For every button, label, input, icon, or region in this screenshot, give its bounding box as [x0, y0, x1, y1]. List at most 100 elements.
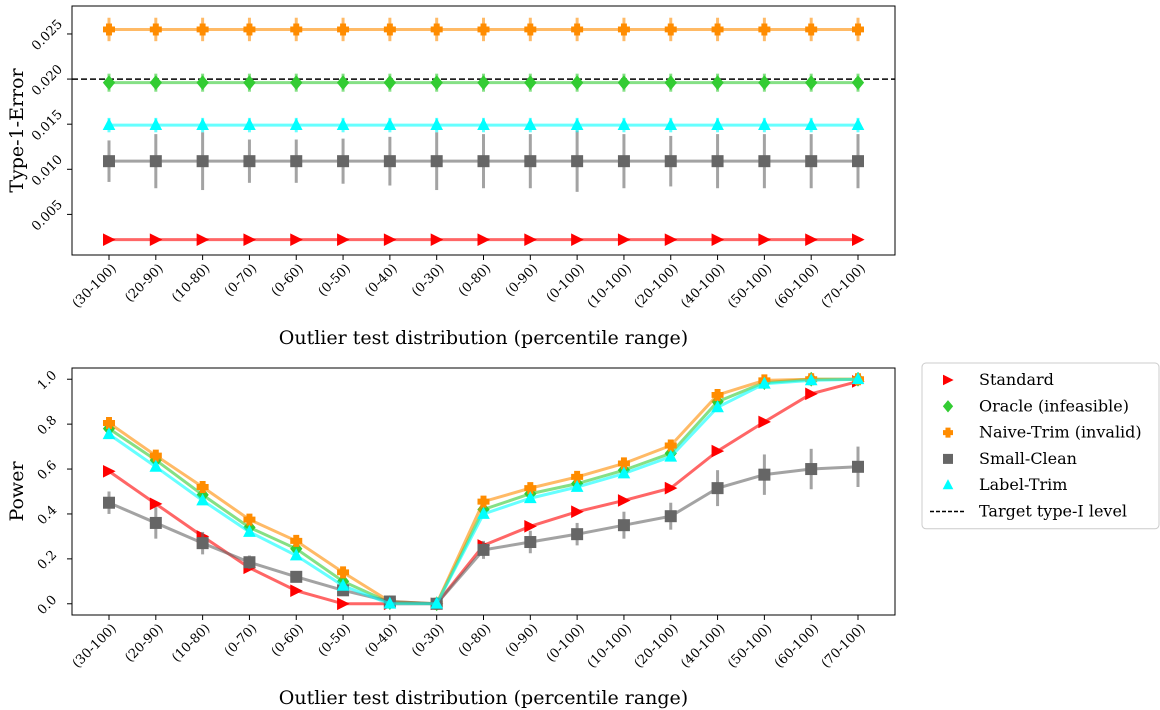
marker [103, 496, 115, 509]
marker [524, 536, 537, 549]
marker [196, 233, 210, 246]
legend-label: Label-Trim [979, 475, 1067, 494]
y-tick-label: 0.010 [29, 152, 66, 189]
marker [852, 23, 864, 36]
legend-label: Small-Clean [979, 449, 1077, 468]
marker [196, 493, 209, 506]
marker [149, 497, 163, 511]
y-axis-label: Type-1-Error [6, 67, 28, 192]
marker [523, 491, 537, 504]
marker [477, 23, 490, 36]
marker [524, 482, 537, 495]
x-axis-label: Outlier test distribution (percentile ra… [279, 687, 688, 709]
x-tick-label: (50-100) [725, 261, 775, 311]
marker [805, 75, 818, 91]
legend-label: Naive-Trim (invalid) [979, 423, 1142, 442]
marker [852, 460, 864, 473]
x-tick-label: (60-100) [772, 621, 822, 671]
marker [243, 233, 257, 246]
marker [942, 400, 954, 413]
x-tick-label: (30-100) [70, 261, 120, 311]
marker [617, 75, 631, 91]
marker [243, 524, 256, 537]
marker [524, 155, 537, 168]
y-tick-label: 0.0 [35, 593, 60, 618]
marker [243, 75, 256, 91]
marker [851, 372, 865, 385]
marker [524, 519, 537, 533]
marker [570, 479, 584, 492]
marker [477, 506, 490, 519]
marker [804, 373, 818, 386]
marker [851, 117, 865, 130]
marker [851, 75, 865, 91]
marker [711, 388, 724, 401]
marker [103, 233, 116, 246]
y-tick-label: 0.005 [29, 197, 66, 234]
marker [664, 481, 678, 495]
marker [617, 519, 630, 532]
marker [664, 155, 677, 168]
y-axis-label: Power [6, 461, 28, 522]
x-tick-label: (0-80) [456, 261, 494, 299]
x-tick-label: (0-90) [503, 261, 541, 299]
marker [243, 556, 256, 569]
marker [758, 75, 771, 91]
marker [383, 117, 397, 130]
x-tick-label: (0-80) [456, 621, 494, 659]
x-tick-label: (0-60) [269, 261, 307, 299]
x-tick-label: (0-100) [544, 261, 588, 305]
x-tick-label: (50-100) [725, 621, 775, 671]
marker [196, 23, 209, 36]
marker [383, 23, 396, 36]
marker [149, 155, 162, 168]
marker [758, 468, 771, 481]
marker [149, 516, 162, 529]
marker [571, 23, 584, 36]
marker [477, 117, 490, 130]
marker [758, 23, 771, 36]
marker [943, 453, 953, 464]
marker [102, 75, 116, 91]
x-tick-label: (20-90) [122, 621, 166, 665]
y-tick-label: 0.020 [29, 62, 66, 99]
legend-label: Target type-I level [979, 502, 1127, 521]
marker [571, 505, 584, 519]
marker [664, 233, 678, 246]
marker [664, 117, 678, 130]
marker [524, 23, 537, 36]
marker [758, 233, 771, 246]
x-tick-label: (0-100) [544, 621, 588, 665]
legend-label: Oracle (infeasible) [979, 396, 1129, 415]
x-tick-label: (20-100) [631, 621, 681, 671]
plot-area [71, 367, 896, 616]
marker [805, 233, 818, 246]
x-tick-label: (20-90) [122, 261, 166, 305]
marker [196, 537, 209, 550]
marker [758, 376, 771, 389]
marker [758, 415, 771, 429]
marker [290, 570, 303, 583]
y-tick-label: 0.2 [35, 548, 60, 573]
marker [196, 481, 209, 494]
marker [383, 596, 397, 609]
x-tick-label: (0-30) [409, 621, 447, 659]
marker [711, 75, 724, 91]
marker [196, 75, 209, 91]
marker [383, 155, 396, 168]
marker [103, 417, 115, 430]
marker [943, 374, 954, 386]
x-tick-label: (0-70) [222, 261, 260, 299]
marker [383, 75, 397, 91]
marker [290, 155, 303, 168]
y-tick-label: 0.4 [35, 503, 60, 528]
marker [243, 117, 256, 130]
marker [430, 596, 444, 609]
marker [290, 584, 303, 598]
legend-box [921, 362, 1160, 530]
marker [758, 117, 771, 130]
marker [337, 566, 350, 579]
marker [617, 457, 630, 470]
x-tick-label: (0-60) [269, 621, 307, 659]
